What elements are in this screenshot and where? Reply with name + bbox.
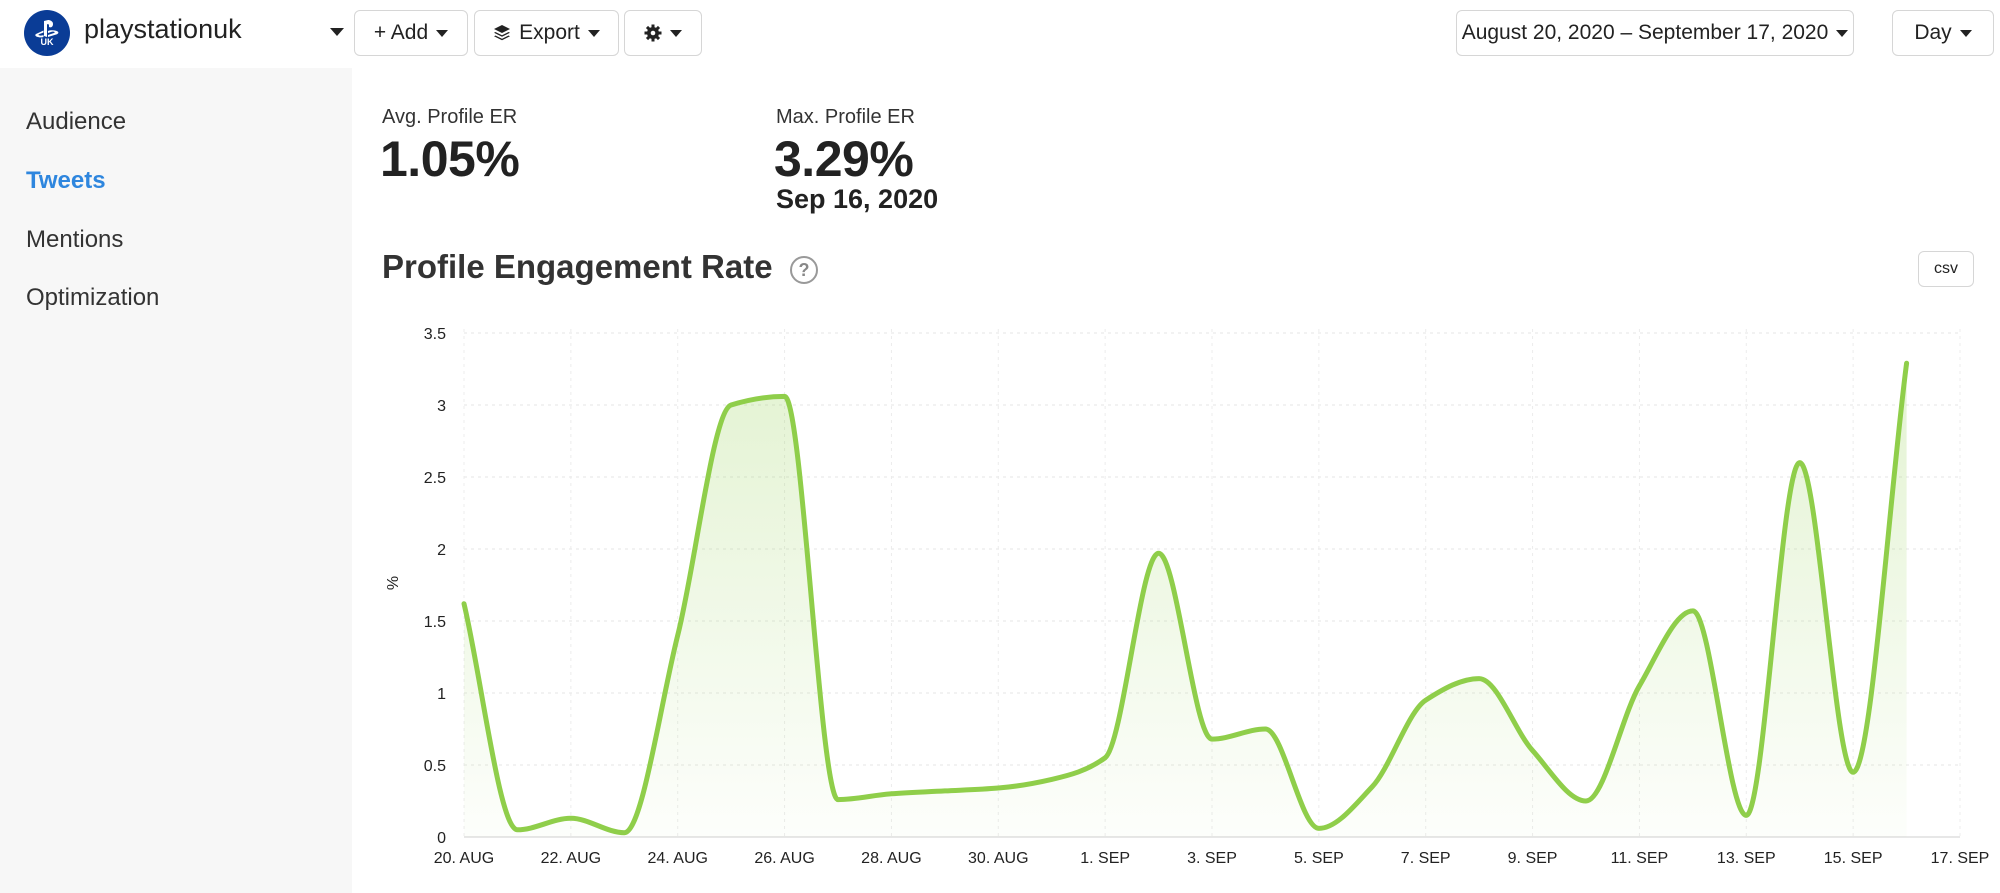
x-tick-label: 11. SEP bbox=[1611, 850, 1669, 867]
y-tick-label: 3.5 bbox=[424, 326, 446, 343]
date-range-picker[interactable]: August 20, 2020 – September 17, 2020 bbox=[1456, 10, 1854, 56]
sidebar-item-mentions[interactable]: Mentions bbox=[26, 226, 124, 253]
date-range-label: August 20, 2020 – September 17, 2020 bbox=[1461, 21, 1829, 44]
account-name[interactable]: playstationuk bbox=[84, 14, 242, 44]
period-label: Day bbox=[1914, 21, 1952, 44]
y-tick-label: 2 bbox=[437, 542, 446, 559]
x-tick-label: 26. AUG bbox=[754, 850, 814, 867]
x-tick-label: 13. SEP bbox=[1717, 850, 1776, 867]
chart-title: Profile Engagement Rate bbox=[382, 248, 773, 285]
x-tick-label: 17. SEP bbox=[1931, 850, 1990, 867]
x-tick-label: 28. AUG bbox=[861, 850, 921, 867]
chevron-down-icon bbox=[587, 29, 600, 37]
y-tick-label: 0 bbox=[437, 830, 446, 847]
chevron-down-icon bbox=[436, 29, 449, 37]
csv-button[interactable]: csv bbox=[1918, 251, 1974, 287]
x-tick-label: 3. SEP bbox=[1187, 850, 1237, 867]
sidebar-item-audience[interactable]: Audience bbox=[26, 108, 127, 135]
logo-badge: UK bbox=[40, 36, 54, 47]
y-tick-label: 2.5 bbox=[424, 470, 446, 487]
max-er-label: Max. Profile ER bbox=[776, 106, 915, 128]
series-area bbox=[464, 363, 1907, 837]
x-tick-label: 7. SEP bbox=[1401, 850, 1451, 867]
export-button[interactable]: Export bbox=[474, 10, 619, 56]
max-er-value: 3.29% bbox=[774, 131, 914, 187]
sidebar: Audience Tweets Mentions Optimization bbox=[0, 68, 352, 893]
avg-er-label: Avg. Profile ER bbox=[382, 106, 518, 128]
x-tick-label: 22. AUG bbox=[541, 850, 601, 867]
period-select[interactable]: Day bbox=[1892, 10, 1994, 56]
x-tick-label: 30. AUG bbox=[968, 850, 1028, 867]
add-button[interactable]: + Add bbox=[354, 10, 468, 56]
chart-axes: 0 0.5 1 1.5 2 2.5 3 3.5 20. AUG 22. AUG 24. AUG 26.… bbox=[424, 326, 1990, 867]
y-tick-label: 3 bbox=[437, 398, 446, 415]
x-tick-label: 15. SEP bbox=[1824, 850, 1883, 867]
settings-button[interactable] bbox=[624, 10, 702, 56]
series-line[interactable] bbox=[461, 360, 1910, 836]
layers-icon bbox=[494, 25, 511, 41]
sidebar-item-optimization[interactable]: Optimization bbox=[26, 284, 160, 311]
main-content: Avg. Profile ER 1.05% Max. Profile ER 3.… bbox=[352, 68, 2000, 893]
x-tick-label: 9. SEP bbox=[1508, 850, 1558, 867]
x-tick-label: 5. SEP bbox=[1294, 850, 1344, 867]
account-dropdown-caret-icon[interactable] bbox=[330, 28, 344, 36]
chevron-down-icon bbox=[670, 29, 682, 37]
chevron-down-icon bbox=[1836, 29, 1849, 37]
account-avatar[interactable]: UK bbox=[24, 10, 70, 56]
y-tick-label: 1.5 bbox=[424, 614, 446, 631]
engagement-rate-chart: 0 0.5 1 1.5 2 2.5 3 3.5 20. AUG 22. AUG 24. AUG 26.… bbox=[385, 326, 1990, 867]
export-button-label: Export bbox=[519, 21, 580, 44]
y-tick-label: 1 bbox=[437, 686, 446, 703]
y-tick-label: 0.5 bbox=[424, 758, 446, 775]
add-button-label: + Add bbox=[373, 21, 429, 44]
sidebar-item-tweets[interactable]: Tweets bbox=[26, 167, 106, 194]
top-bar: UK playstationuk + Add Export bbox=[0, 0, 2000, 68]
gear-icon bbox=[644, 24, 662, 42]
y-axis-label: % bbox=[385, 576, 402, 590]
x-tick-label: 1. SEP bbox=[1080, 850, 1130, 867]
max-er-date: Sep 16, 2020 bbox=[776, 184, 939, 214]
playstation-logo-icon bbox=[35, 19, 59, 37]
avg-er-value: 1.05% bbox=[380, 131, 520, 187]
x-tick-label: 20. AUG bbox=[434, 850, 494, 867]
x-tick-label: 24. AUG bbox=[647, 850, 707, 867]
chevron-down-icon bbox=[1959, 29, 1972, 37]
help-icon[interactable]: ? bbox=[790, 256, 818, 284]
